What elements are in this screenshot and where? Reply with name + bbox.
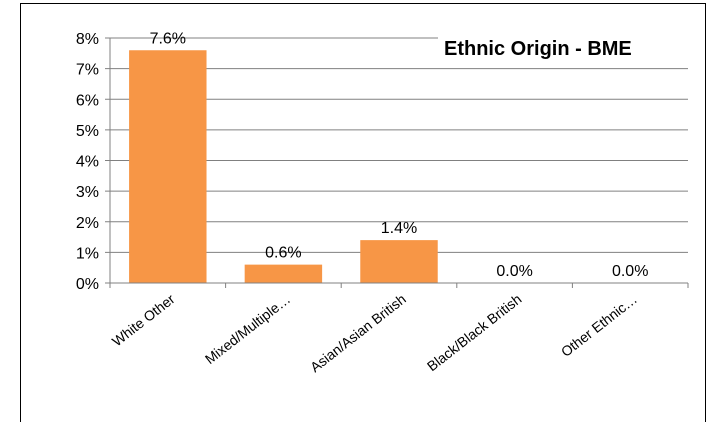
- category-label: White Other: [109, 291, 178, 350]
- bar: [244, 264, 323, 283]
- y-tick-label: 7%: [76, 62, 99, 79]
- y-tick-label: 5%: [76, 123, 99, 140]
- category-labels: White Other Mixed/Multiple… Asian/Asian Br…: [109, 291, 640, 376]
- category-label: Mixed/Multiple…: [202, 291, 293, 367]
- y-axis-ticks: 0% 1% 2% 3% 4% 5% 6% 7% 8%: [76, 31, 111, 293]
- category-label: Other Ethnic…: [558, 291, 640, 360]
- bar: [129, 50, 207, 283]
- data-label: 0.0%: [496, 263, 532, 280]
- x-axis: [109, 282, 689, 288]
- chart-title: Ethnic Origin - BME: [444, 38, 632, 60]
- data-label: 0.6%: [265, 245, 301, 262]
- y-tick-label: 3%: [76, 184, 99, 201]
- bars: [129, 50, 438, 283]
- category-label: Black/Black British: [424, 291, 525, 375]
- data-label: 0.0%: [612, 263, 648, 280]
- title-background: [438, 28, 704, 66]
- category-label: Asian/Asian British: [307, 291, 409, 375]
- bar: [360, 240, 438, 283]
- y-tick-label: 0%: [76, 276, 99, 293]
- y-tick-label: 8%: [76, 31, 99, 48]
- data-labels: 7.6% 0.6% 1.4% 0.0% 0.0%: [150, 30, 649, 280]
- y-tick-label: 6%: [76, 92, 99, 109]
- data-label: 7.6%: [150, 30, 186, 47]
- data-label: 1.4%: [381, 220, 417, 237]
- y-tick-label: 2%: [76, 215, 99, 232]
- y-tick-label: 4%: [76, 154, 99, 171]
- y-tick-label: 1%: [76, 245, 99, 262]
